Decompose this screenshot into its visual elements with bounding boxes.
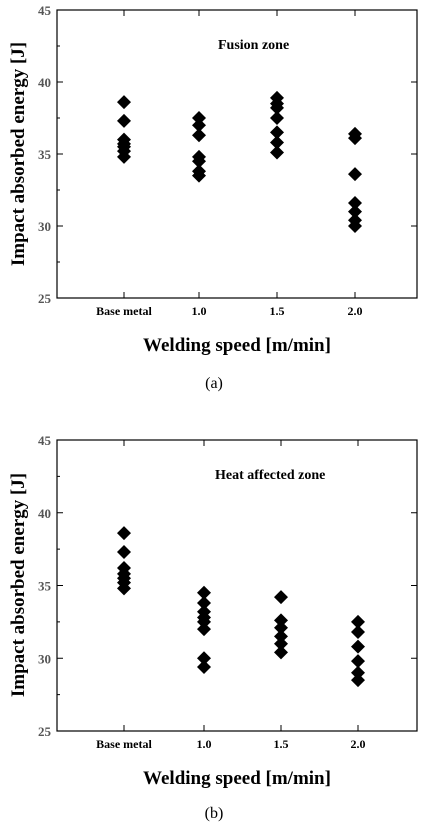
x-tick-label: 1.0 [192,304,207,318]
y-axis-label: Impact absorbed energy [J] [8,473,29,697]
caption-a: (a) [205,375,223,392]
data-point-diamond [192,111,206,125]
data-point-diamond [351,673,365,688]
data-point-diamond [274,620,288,635]
annotation-fusion-zone: Fusion zone [218,38,289,53]
data-point-diamond [274,590,288,605]
data-point-diamond [274,613,288,628]
chart-panel-a: 25 30 35 40 45 Base metal 1.0 1.5 2.0 Fusion zon… [8,3,418,392]
data-point-diamond [117,149,131,164]
data-point-diamond [270,145,284,160]
y-tick-label: 35 [38,147,52,162]
data-point-diamond [351,625,365,640]
data-point-diamond [348,131,362,146]
y-tick-label: 40 [38,506,51,521]
data-point-diamond [197,659,211,674]
x-tick-label: 2.0 [348,304,363,318]
data-point-diamond [348,204,362,219]
caption-b: (b) [205,805,224,822]
y-tick-label: 45 [38,433,52,448]
data-point-diamond [274,636,288,651]
data-point-diamond [270,135,284,150]
data-point-diamond [274,629,288,644]
data-point-diamond [270,125,284,140]
data-point-diamond [351,639,365,654]
data-point-diamond [270,111,284,125]
axis-ticks: 25 30 35 40 45 Base metal 1.0 1.5 2.0 [38,433,417,751]
plot-frame [56,9,418,299]
x-axis-label: Welding speed [m/min] [143,335,331,356]
axis-ticks: 25 30 35 40 45 Base metal 1.0 1.5 2.0 [38,3,417,318]
data-point-diamond [270,100,284,115]
data-point-diamond [197,595,211,610]
y-tick-label: 45 [38,3,52,18]
data-point-diamond [274,645,288,660]
data-point-diamond [192,154,206,169]
x-axis-label: Welding speed [m/min] [143,768,331,789]
y-tick-label: 25 [38,291,52,306]
data-point-diamond [348,219,362,233]
data-points [117,90,362,233]
data-point-diamond [192,128,206,143]
data-points [117,526,365,688]
data-point-diamond [351,665,365,680]
data-point-diamond [351,654,365,669]
x-tick-label: 1.5 [274,737,289,751]
data-point-diamond [348,167,362,182]
data-point-diamond [117,113,131,128]
data-point-diamond [192,118,206,133]
data-point-diamond [117,581,131,596]
data-point-diamond [117,526,131,541]
y-tick-label: 25 [38,724,52,739]
y-tick-label: 30 [38,651,51,666]
data-point-diamond [351,614,365,629]
data-point-diamond [192,168,206,183]
y-axis-label: Impact absorbed energy [J] [8,42,29,266]
data-point-diamond [197,651,211,666]
data-point-diamond [197,622,211,637]
y-tick-label: 35 [38,579,52,594]
y-tick-label: 40 [38,75,51,90]
data-point-diamond [197,585,211,600]
data-point-diamond [348,195,362,210]
data-point-diamond [117,545,131,560]
data-point-diamond [197,614,211,629]
chart-panel-b: 25 30 35 40 45 Base metal 1.0 1.5 2.0 Heat affec… [8,433,418,822]
y-tick-label: 30 [38,219,51,234]
x-tick-label: Base metal [96,737,152,751]
plot-frame [56,439,418,732]
x-tick-label: 1.0 [197,737,212,751]
x-tick-label: Base metal [96,304,152,318]
annotation-heat-affected-zone: Heat affected zone [215,468,325,483]
x-tick-label: 1.5 [270,304,285,318]
x-tick-label: 2.0 [351,737,366,751]
data-point-diamond [117,95,131,110]
